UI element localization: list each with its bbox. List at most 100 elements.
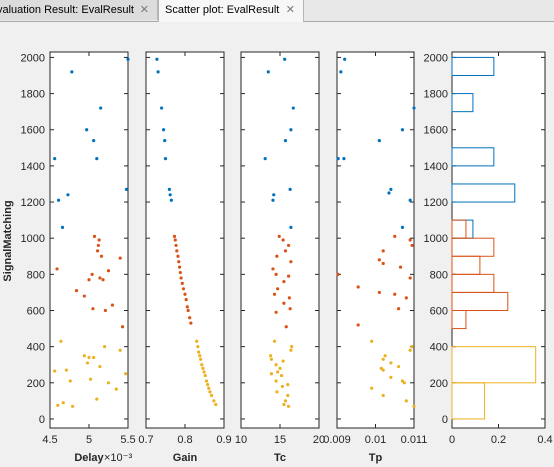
data-point [289, 225, 293, 229]
data-point [272, 292, 277, 296]
data-point [288, 187, 292, 191]
data-point [356, 285, 360, 289]
data-point [269, 354, 273, 358]
data-point [101, 278, 105, 282]
close-icon[interactable]: ✕ [139, 4, 149, 16]
data-point [370, 386, 374, 390]
y-tick-label: 1000 [21, 233, 45, 245]
panel-frame [145, 51, 225, 429]
data-point [124, 187, 129, 191]
histogram-bar [451, 382, 486, 420]
x-tick-label: 5 [86, 434, 92, 446]
histogram-bar [451, 93, 474, 113]
y-tick-label: 200 [430, 378, 448, 390]
data-point [90, 272, 94, 276]
y-tick-label: 1600 [21, 125, 45, 137]
tab-scatter-plot[interactable]: Scatter plot: EvalResult ✕ [158, 0, 304, 22]
data-point [282, 279, 286, 284]
data-point [212, 399, 216, 403]
data-point [377, 258, 381, 262]
data-point [343, 57, 347, 61]
data-point [284, 325, 288, 329]
x-tick-label: 0.009 [323, 434, 351, 446]
y-tick-label: 400 [27, 342, 45, 354]
data-point [82, 294, 86, 298]
data-point [184, 298, 188, 302]
data-point [95, 249, 100, 253]
panel-frame [451, 51, 546, 429]
x-tick-label: 0.7 [138, 434, 153, 446]
data-point [176, 254, 180, 258]
y-tick-label: 1600 [424, 125, 448, 137]
data-point [156, 70, 160, 74]
data-point [408, 238, 412, 242]
data-point [281, 238, 285, 242]
y-tick-label: 1200 [424, 197, 448, 209]
data-point [103, 345, 107, 349]
data-point [289, 260, 293, 264]
data-point [202, 370, 206, 374]
data-point [169, 198, 173, 202]
data-point [99, 254, 104, 258]
y-tick-label: 1000 [424, 233, 448, 245]
y-tick-label: 0 [39, 414, 45, 426]
data-point [99, 106, 103, 110]
data-point [381, 368, 385, 372]
data-point [410, 345, 414, 349]
y-tick-label: 0 [442, 414, 448, 426]
data-point [174, 243, 178, 248]
data-point [207, 386, 211, 390]
data-point [114, 387, 118, 391]
data-point [274, 310, 278, 314]
data-point [53, 157, 57, 161]
tab-evaluation-result[interactable]: valuation Result: EvalResult ✕ [0, 0, 158, 20]
data-point [288, 307, 292, 311]
data-point [189, 321, 193, 325]
data-point [393, 234, 397, 238]
y-tick-label: 400 [430, 342, 448, 354]
data-point [271, 198, 275, 202]
histogram-bar [451, 310, 467, 330]
panel-frame [336, 51, 415, 429]
y-tick-label: 600 [430, 306, 448, 318]
data-point [56, 198, 61, 202]
data-point [178, 270, 182, 275]
data-point [278, 366, 282, 370]
x-axis-label: Delay [74, 452, 104, 464]
data-point [110, 303, 114, 307]
data-point [106, 269, 111, 273]
data-point [398, 265, 403, 269]
x-tick-label: 0 [449, 434, 455, 446]
x-axis-label: Tp [369, 452, 383, 464]
data-point [274, 272, 278, 276]
data-point [196, 345, 200, 349]
data-point [82, 354, 86, 358]
data-point [92, 234, 97, 238]
data-point [71, 404, 75, 408]
data-point [286, 383, 290, 387]
data-point [393, 292, 397, 296]
data-point [87, 278, 91, 282]
data-point [163, 157, 168, 161]
data-point [286, 404, 291, 408]
data-point [271, 267, 275, 271]
y-tick-label: 800 [27, 269, 45, 281]
close-icon[interactable]: ✕ [285, 4, 295, 16]
data-point [397, 307, 401, 311]
data-point [185, 305, 189, 309]
data-point [96, 243, 100, 248]
y-tick-label: 1400 [424, 161, 448, 173]
data-point [381, 261, 385, 266]
data-point [203, 373, 207, 378]
data-point [283, 138, 288, 143]
data-point [61, 401, 65, 405]
y-tick-label: 200 [27, 378, 45, 390]
data-point [70, 70, 74, 74]
data-point [336, 272, 340, 276]
data-point [272, 339, 277, 343]
y-tick-label: 1800 [21, 89, 45, 101]
x-exponent-label: ×10⁻³ [104, 452, 132, 464]
x-tick-label: 5.5 [120, 434, 135, 446]
data-point [377, 290, 381, 295]
